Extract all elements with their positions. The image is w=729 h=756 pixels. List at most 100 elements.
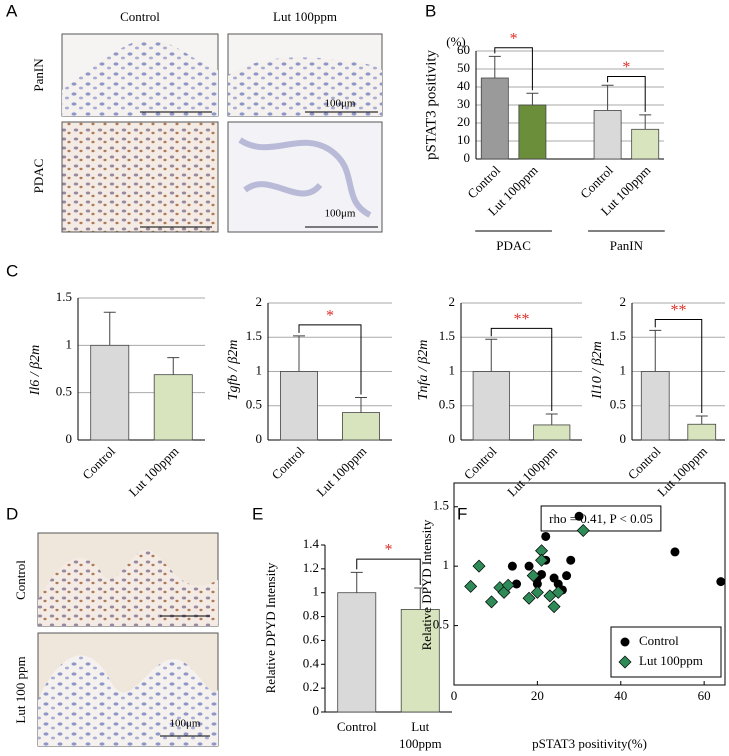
- bar: [153, 374, 193, 441]
- error-bar: [293, 335, 305, 372]
- y-axis-label: Relative DPYD Intensity: [263, 562, 278, 693]
- column-label: Lut 100ppm: [273, 9, 337, 24]
- point: [576, 524, 590, 538]
- y-tick-label: 0.2: [303, 679, 319, 694]
- error-bar: [167, 357, 180, 375]
- error-bar: [601, 84, 614, 111]
- x-tick-label: Lut 100ppm: [398, 719, 442, 751]
- error-bar: [649, 329, 662, 372]
- column-label: Control: [120, 9, 160, 24]
- point: [526, 569, 540, 583]
- bar: [400, 609, 440, 713]
- bar: [687, 423, 717, 441]
- point: [670, 547, 680, 557]
- legend-label: Control: [639, 633, 679, 648]
- histology-images-a: [61, 33, 383, 233]
- panel-label: E: [252, 504, 263, 523]
- point: [522, 591, 536, 605]
- y-tick-label: 0: [464, 150, 471, 165]
- y-tick-label: 1.5: [433, 498, 449, 513]
- significance-bracket: [298, 324, 362, 395]
- bar: [472, 371, 510, 441]
- point: [512, 579, 522, 589]
- y-tick-label: 1.4: [303, 536, 320, 551]
- y-tick-label: 10: [457, 132, 470, 147]
- legend-marker: [618, 655, 632, 669]
- y-tick-label: 1.5: [610, 328, 626, 343]
- bar: [533, 424, 571, 441]
- group-label: PDAC: [496, 238, 531, 253]
- group-label: PanIN: [610, 238, 644, 253]
- y-tick-label: 20: [457, 114, 470, 129]
- point: [501, 578, 515, 592]
- point: [541, 531, 551, 541]
- y-tick-label: 0.5: [246, 397, 262, 412]
- x-axis-label: pSTAT3 positivity(%): [532, 736, 647, 751]
- row-label: Lut 100 ppm: [13, 656, 28, 723]
- y-axis-label: Relative DPYD Intensity: [419, 519, 434, 650]
- y-tick-label: 1: [256, 362, 263, 377]
- y-tick-label: 1: [313, 584, 320, 599]
- row-label: PDAC: [31, 159, 46, 194]
- y-tick-label: 2: [620, 294, 627, 309]
- y-tick-label: 0: [449, 431, 456, 446]
- legend-box: [610, 626, 722, 678]
- y-tick-label: 0.5: [56, 384, 72, 399]
- x-tick-label-box: Lut 100ppm: [398, 719, 442, 751]
- y-axis-label: Tgfb / β2m: [226, 340, 241, 401]
- bar: [640, 371, 670, 441]
- y-tick-label: 0.5: [433, 617, 449, 632]
- panel-label: B: [425, 1, 436, 20]
- error-bar: [526, 92, 539, 105]
- bar: [279, 371, 318, 441]
- significance-bracket: [607, 76, 646, 112]
- x-tick-label: 20: [531, 688, 544, 703]
- significance-label: **: [671, 302, 687, 319]
- y-tick-label: 30: [457, 96, 470, 111]
- y-tick-label: 0: [256, 431, 263, 446]
- point: [566, 555, 576, 565]
- annotation: rho = 0.41, P < 0.05: [549, 511, 653, 526]
- bar: [90, 344, 130, 441]
- x-tick-label: Control: [79, 443, 118, 482]
- error-bar: [103, 311, 116, 346]
- bar: [593, 110, 622, 160]
- y-tick-label: 0.6: [303, 631, 320, 646]
- plot-frame: [453, 482, 726, 686]
- error-bar: [488, 55, 501, 78]
- point: [535, 553, 549, 567]
- y-tick-label: 0: [620, 431, 627, 446]
- panel-label: A: [6, 1, 18, 20]
- histology-images-d: [37, 532, 219, 747]
- y-axis-label: pSTAT3 positivity: [423, 49, 439, 160]
- point: [551, 585, 565, 599]
- y-tick-label: 1: [620, 362, 627, 377]
- point: [562, 571, 572, 581]
- panel-label: D: [6, 504, 18, 523]
- point: [472, 559, 486, 573]
- point: [716, 577, 726, 587]
- y-tick-label: 1: [66, 336, 73, 351]
- y-tick-label: 1: [449, 362, 456, 377]
- x-tick-label: Lut 100ppm: [126, 444, 182, 500]
- error-bar: [545, 413, 558, 425]
- y-tick-label: 0.8: [303, 608, 319, 623]
- panel-label: C: [6, 261, 18, 280]
- point: [524, 561, 534, 571]
- y-axis-label: Il10 / β2m: [590, 341, 605, 400]
- significance-label: *: [326, 308, 334, 325]
- significance-bracket: [654, 318, 703, 414]
- point: [547, 600, 561, 614]
- point: [530, 585, 544, 599]
- x-tick-label: 40: [614, 688, 627, 703]
- error-bar: [639, 114, 652, 130]
- y-tick-label: 60: [457, 42, 470, 57]
- significance-label: *: [510, 30, 518, 47]
- y-tick-label: 0.4: [303, 655, 320, 670]
- bar: [631, 128, 660, 160]
- y-tick-label: 1.5: [56, 289, 72, 304]
- x-tick-label: 0: [451, 688, 458, 703]
- y-tick-label: 1: [443, 557, 450, 572]
- y-tick-label: 0.5: [610, 397, 626, 412]
